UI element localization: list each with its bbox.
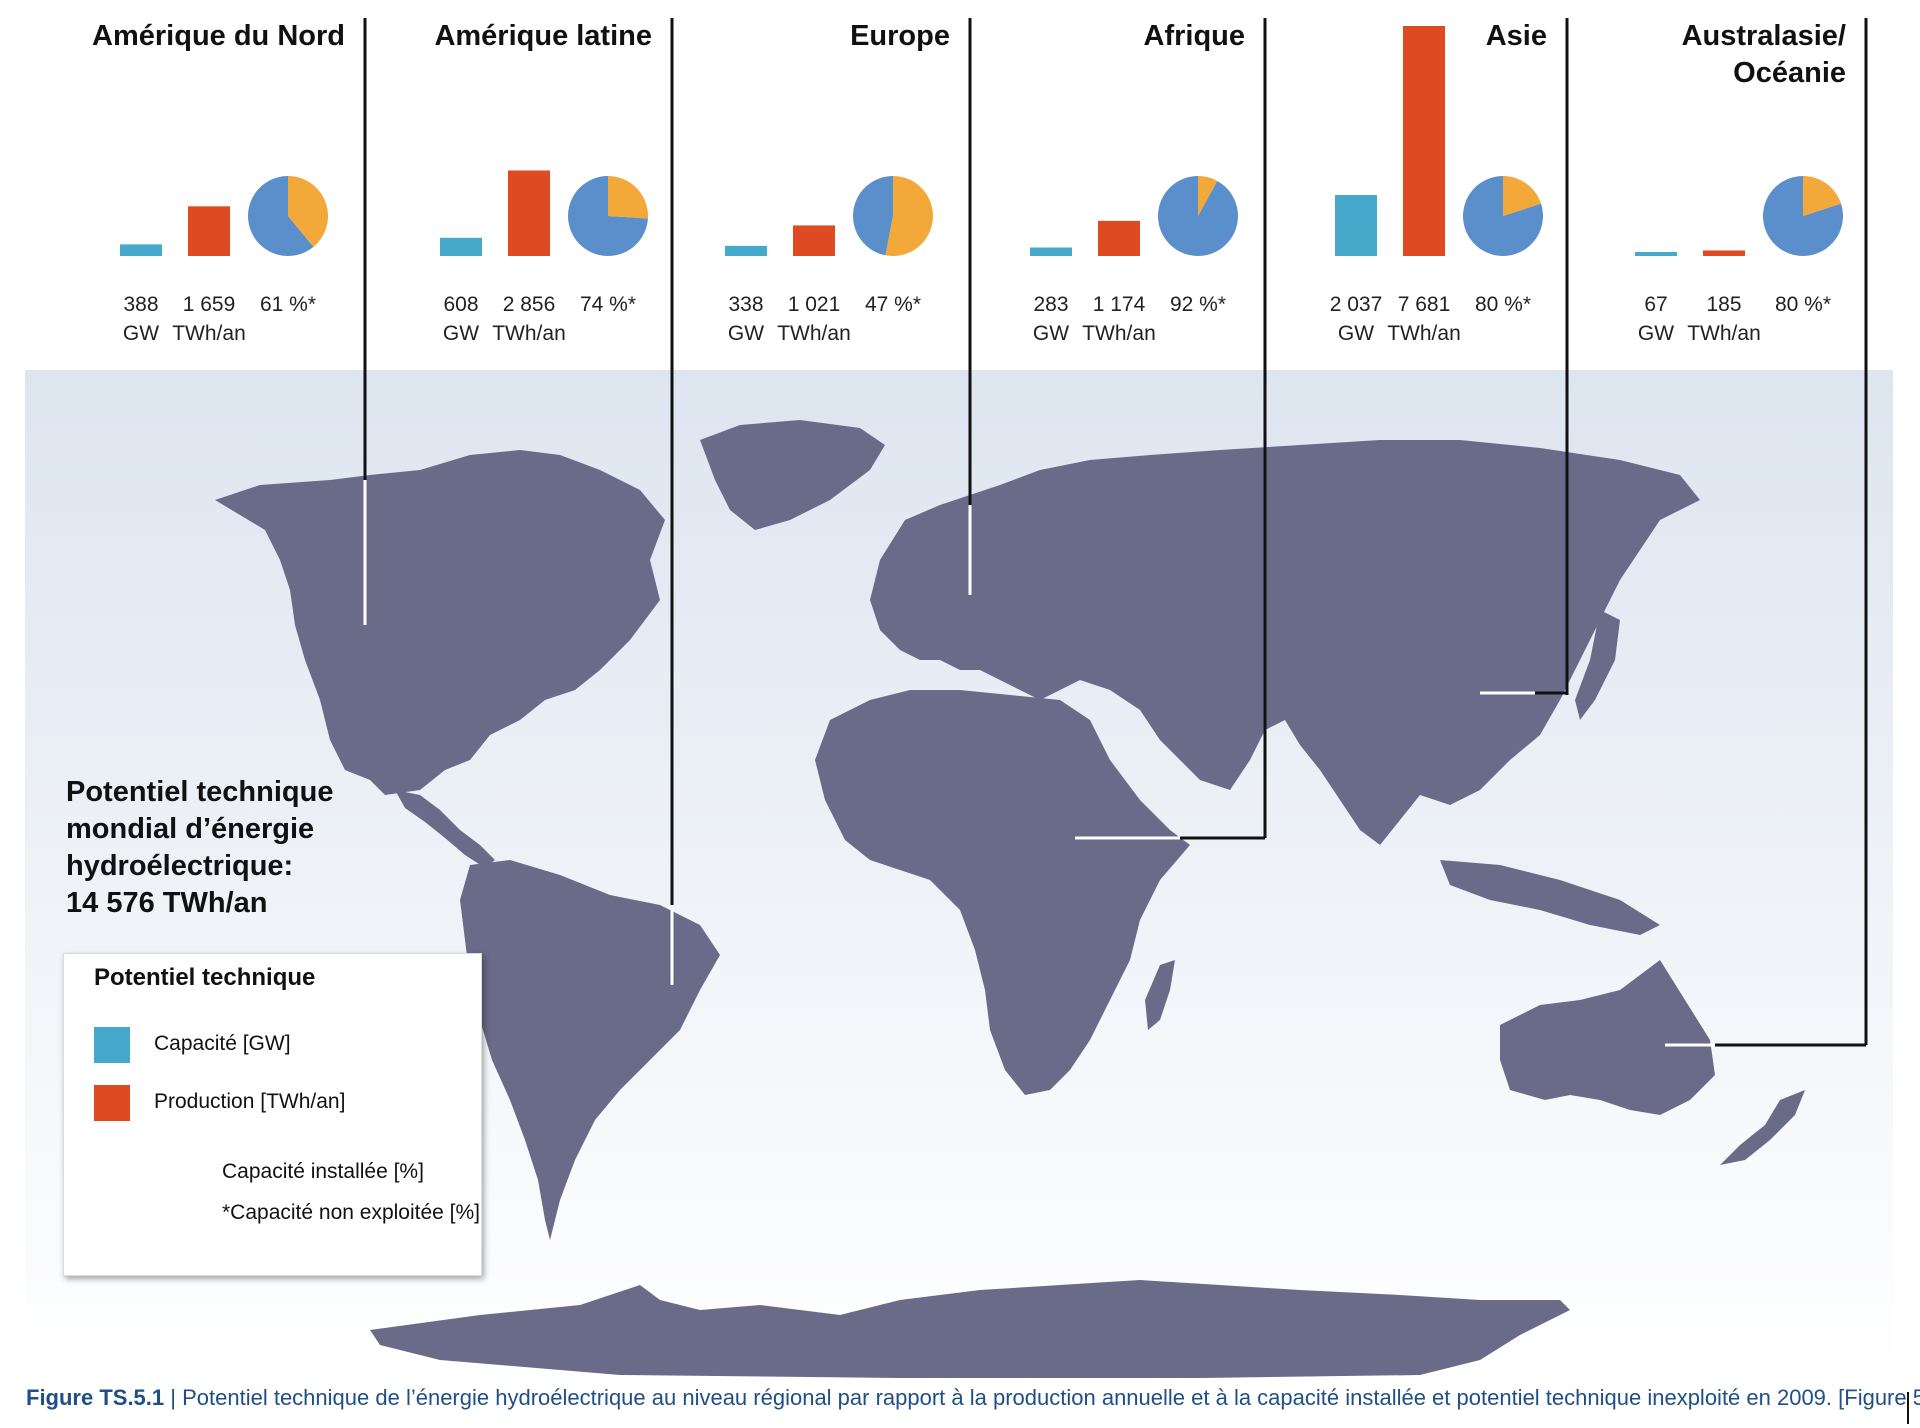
region-title-amerique-du-nord: Amérique du Nord [92,18,345,55]
continent-indonesia [1440,860,1660,935]
capacity-bar-europe [725,245,767,256]
unexploited-value-asie: 80 %* [1474,293,1532,316]
legend-box: Potentiel technique Capacité [GW] Produc… [63,953,482,1276]
region-title-amerique-latine: Amérique latine [434,18,652,55]
headline-line: Potentiel technique [66,776,334,808]
region-title-line: Océanie [1733,57,1846,89]
continent-greenland [700,420,885,530]
continents [215,420,1805,1378]
pie-unexploited-slice-afrique [1158,176,1238,257]
production-value-amerique-du-nord: 1 659 TWh/an [172,293,246,345]
pie-installed-slice-asie [1503,176,1542,216]
continent-south-america [460,860,720,1240]
production-value-amerique-latine: 2 856 TWh/an [492,293,566,345]
region-title-line: Europe [850,20,950,52]
production-value-asie: 7 681 TWh/an [1387,293,1461,345]
headline-line: mondial d’énergie [66,813,315,845]
production-bar-europe [793,225,835,256]
region-title-afrique: Afrique [1144,18,1246,55]
headline-total: 14 576 TWh/an [66,887,268,919]
capacity-bar-australasie-oceanie [1635,252,1677,256]
caption-separator: | [164,1385,183,1410]
pie-unexploited-slice-europe [852,176,893,256]
region-title-line: Afrique [1143,20,1246,52]
continent-africa [815,690,1190,1095]
continent-japan [1575,610,1620,720]
unexploited-value-amerique-du-nord: 61 %* [259,293,317,316]
production-value-australasie-oceanie: 185 TWh/an [1687,293,1761,345]
capacity-bar-amerique-du-nord [120,244,162,256]
continent-eurasia [870,440,1700,845]
region-title-line: Australasie/ [1681,20,1846,52]
capacity-bar-amerique-latine [440,237,482,256]
unexploited-value-amerique-latine: 74 %* [579,293,637,316]
production-value-afrique: 1 174 TWh/an [1082,293,1156,345]
continent-australia [1500,960,1715,1115]
unexploited-value-australasie-oceanie: 80 %* [1774,293,1832,316]
region-title-europe: Europe [850,18,950,55]
region-title-line: Asie [1485,20,1547,52]
continent-new-zealand [1720,1090,1805,1165]
region-title-line: Amérique latine [434,20,652,52]
pie-installed-slice-europe [885,176,933,256]
figure-caption: Figure TS.5.1 | Potentiel technique de l… [26,1385,1920,1411]
unexploited-value-europe: 47 %* [864,293,922,316]
legend-installed-label: Capacité installée [%] [222,1160,424,1183]
legend-production-label: Production [TWh/an] [154,1090,346,1113]
capacity-bar-afrique [1030,247,1072,256]
region-title-australasie-oceanie: Australasie/Océanie [1682,18,1846,92]
region-connectors [363,18,1868,1047]
production-bar-amerique-du-nord [188,206,230,256]
legend-capacity-label: Capacité [GW] [154,1032,291,1055]
unexploited-value-afrique: 92 %* [1169,293,1227,316]
pie-installed-slice-amerique-latine [608,176,648,219]
production-bar-australasie-oceanie [1703,250,1745,256]
headline-line: hydroélectrique: [66,850,294,882]
production-bar-asie [1403,26,1445,256]
production-bar-amerique-latine [508,170,550,256]
caption-text: Potentiel technique de l’énergie hydroél… [182,1385,1920,1410]
legend-unexploited-label: *Capacité non exploitée [%] [222,1201,480,1224]
continent-antarctica [370,1280,1570,1378]
capacity-value-europe: 338 GW [727,293,765,345]
region-title-line: Amérique du Nord [92,20,345,52]
capacity-value-amerique-du-nord: 388 GW [122,293,160,345]
region-title-asie: Asie [1486,18,1547,55]
capacity-value-asie: 2 037 GW [1329,293,1383,345]
caption-label: Figure TS.5.1 [26,1385,165,1410]
headline: Potentiel technique mondial d’énergie hy… [66,774,333,922]
pie-installed-slice-afrique [1198,176,1218,216]
pie-installed-slice-australasie-oceanie [1803,176,1842,216]
capacity-bar-asie [1335,195,1377,256]
legend-capacity-swatch [94,1027,130,1063]
pie-installed-slice-amerique-du-nord [288,176,328,247]
continent-north-america [215,450,665,795]
continent-madagascar [1145,960,1175,1030]
legend-production-swatch [94,1085,130,1121]
capacity-value-afrique: 283 GW [1032,293,1070,345]
production-bar-afrique [1098,220,1140,256]
capacity-value-australasie-oceanie: 67 GW [1637,293,1675,345]
capacity-value-amerique-latine: 608 GW [442,293,480,345]
continent-central-america [395,790,495,868]
pie-unexploited-slice-amerique-du-nord [248,176,314,256]
production-value-europe: 1 021 TWh/an [777,293,851,345]
legend-title: Potentiel technique [94,964,316,991]
pie-unexploited-slice-amerique-latine [568,176,648,256]
region-mini-charts [120,26,1843,257]
